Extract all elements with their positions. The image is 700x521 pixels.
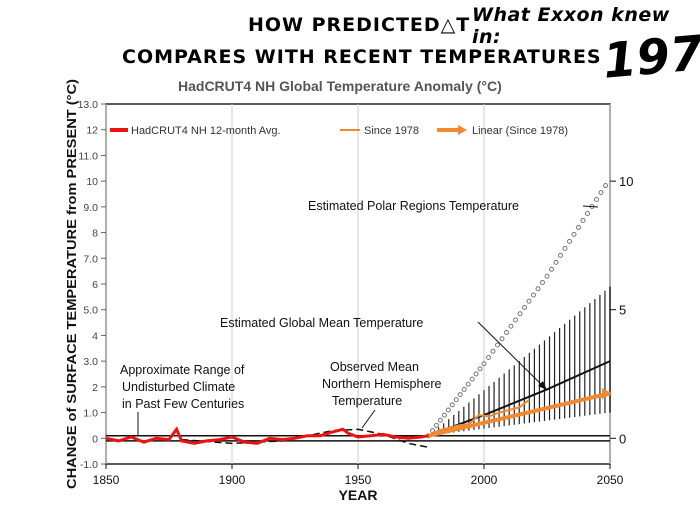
handwritten-note: What Exxon knew in: <box>472 4 670 48</box>
series-polar-point <box>457 392 463 398</box>
y-tick-label: 2 <box>92 382 98 394</box>
y-tick-label: 0 <box>92 433 98 445</box>
series-polar-point <box>603 183 608 189</box>
series-polar-point <box>549 266 554 272</box>
series-polar-point <box>441 412 447 418</box>
annotation-observed-leader <box>361 409 376 429</box>
series-polar-point <box>486 354 491 360</box>
annotation-global-leader <box>477 321 548 391</box>
annotation-polar-leader <box>582 205 599 208</box>
series-polar-point <box>531 292 536 298</box>
annotation-undisturbed-line2: Undisturbed Climate <box>122 380 235 394</box>
annotation-global-arrowhead <box>538 381 547 390</box>
annotation-observed-line3: Temperature <box>332 394 402 408</box>
series-polar-point <box>544 273 550 279</box>
y-tick-label: 3.0 <box>83 356 98 368</box>
y-tick-label: 6 <box>92 279 98 291</box>
series-polar-point <box>481 361 487 367</box>
series-polar-point <box>513 317 518 323</box>
chart-subtitle: HadCRUT4 NH Global Temperature Anomaly (… <box>178 78 502 94</box>
ticks-layer: -1.0 0 1.0 2 3.0 4 5.0 6 7.0 8 9.0 10 11.0 12 13.0 0 5 10… <box>78 99 634 487</box>
series-polar-point <box>433 422 439 428</box>
annotation-undisturbed-line3: in Past Few Centuries <box>122 397 244 411</box>
series-polar-point <box>567 238 572 244</box>
series-polar-point <box>562 245 568 251</box>
legend-label-since1978: Since 1978 <box>364 125 419 137</box>
y-axis-title: CHANGE of SURFACE TEMPERATURE from PRESE… <box>65 79 79 489</box>
legend: HadCRUT4 NH 12-month Avg. Since 1978 Lin… <box>110 125 568 137</box>
series-polar-point <box>585 210 590 216</box>
annotation-global: Estimated Global Mean Temperature <box>220 316 423 330</box>
y-tick-label: 13.0 <box>78 99 99 111</box>
series-polar-point <box>504 329 509 335</box>
series-polar-point <box>490 348 496 354</box>
x-tick-label: 2000 <box>471 473 498 487</box>
chart-title-line2: COMPARES WITH RECENT TEMPERATURES <box>122 46 602 68</box>
y-tick-label: -1.0 <box>80 459 98 471</box>
series-polar-point <box>430 428 436 434</box>
series-polar-point <box>576 224 581 230</box>
y-tick-label: 1.0 <box>83 408 98 420</box>
y-tick-label: 5.0 <box>83 305 98 317</box>
legend-arrow-linear <box>458 125 467 135</box>
series-polar-point <box>495 342 500 348</box>
series-polar-point <box>598 190 604 196</box>
y-tick-label: 9.0 <box>83 202 98 214</box>
series-polar-point <box>522 305 527 311</box>
y-tick-label: 8 <box>92 228 98 240</box>
series-polar-point <box>453 397 459 403</box>
x-tick-label: 1850 <box>93 473 120 487</box>
series-polar-point <box>465 381 471 387</box>
series-polar-point <box>469 376 475 382</box>
annotation-observed-line1: Observed Mean <box>330 360 419 374</box>
right-tick-label: 10 <box>619 174 633 189</box>
series-polar-point <box>477 366 483 372</box>
series-since-1978 <box>428 398 531 437</box>
series-polar-point <box>526 298 532 304</box>
series-polar-point <box>499 336 505 342</box>
x-axis-title: YEAR <box>339 487 378 503</box>
series-polar-point <box>535 286 541 292</box>
y-tick-label: 4 <box>92 330 98 342</box>
series-polar-point <box>517 311 523 317</box>
right-tick-label: 0 <box>619 431 626 446</box>
series-polar-point <box>553 259 559 265</box>
series-hadcrut <box>105 426 429 445</box>
right-tick-label: 5 <box>619 303 626 318</box>
series-polar-point <box>540 280 545 286</box>
x-tick-label: 1950 <box>345 473 372 487</box>
series-layer <box>105 183 612 449</box>
series-polar-point <box>449 402 455 408</box>
annotation-undisturbed-line1: Approximate Range of <box>120 363 245 377</box>
series-polar-point <box>437 417 443 423</box>
series-polar-point <box>508 323 514 329</box>
series-polar-point <box>558 252 563 258</box>
series-polar-point <box>445 407 451 413</box>
annotation-observed-line2: Northern Hemisphere <box>322 377 442 391</box>
x-tick-label: 1900 <box>219 473 246 487</box>
series-linear-trend <box>428 391 611 438</box>
x-tick-label: 2050 <box>597 473 624 487</box>
y-tick-label: 7.0 <box>83 253 98 265</box>
series-polar-point <box>473 371 479 377</box>
y-tick-label: 12 <box>86 125 98 137</box>
y-tick-label: 10 <box>86 176 98 188</box>
series-linear-arrowhead <box>602 388 612 400</box>
legend-label-linear: Linear (Since 1978) <box>472 125 568 137</box>
chart-title-line1: HOW PREDICTED△T <box>248 14 471 36</box>
series-polar-point <box>580 217 586 223</box>
annotation-polar: Estimated Polar Regions Temperature <box>308 199 519 213</box>
legend-label-hadcrut: HadCRUT4 NH 12-month Avg. <box>131 125 281 137</box>
series-polar-point <box>461 386 467 392</box>
series-polar-point <box>571 231 577 237</box>
series-polar-point <box>594 197 599 203</box>
y-tick-label: 11.0 <box>78 150 98 162</box>
